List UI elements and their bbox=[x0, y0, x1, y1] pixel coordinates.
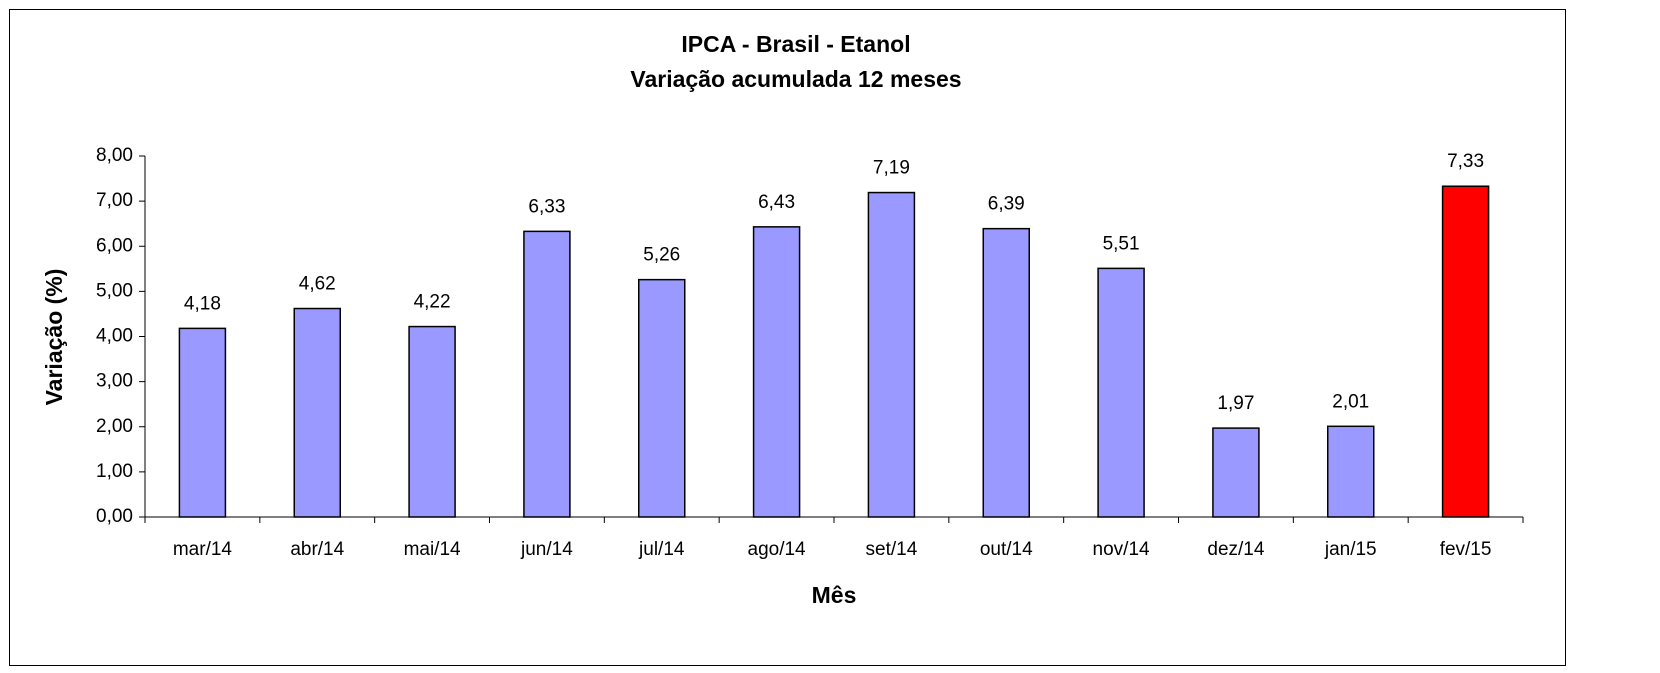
x-tick-label: abr/14 bbox=[290, 539, 344, 560]
x-tick-label: mar/14 bbox=[173, 539, 233, 560]
value-label: 7,33 bbox=[1447, 151, 1484, 172]
bar bbox=[293, 307, 341, 518]
x-tick-label: jul/14 bbox=[638, 539, 685, 560]
x-tick-label: fev/15 bbox=[1440, 539, 1492, 560]
chart-subtitle: Variação acumulada 12 meses bbox=[630, 66, 961, 92]
value-label: 6,33 bbox=[528, 196, 565, 217]
bar bbox=[178, 327, 227, 518]
x-tick-label: nov/14 bbox=[1093, 539, 1150, 560]
value-label: 6,43 bbox=[758, 192, 795, 213]
value-label: 4,62 bbox=[299, 274, 336, 295]
bar bbox=[523, 230, 571, 518]
bar bbox=[408, 325, 456, 518]
y-tick-label: 8,00 bbox=[96, 145, 133, 166]
value-label: 5,26 bbox=[643, 245, 680, 266]
y-tick-label: 6,00 bbox=[96, 235, 133, 256]
value-label: 1,97 bbox=[1217, 393, 1254, 414]
value-label: 4,18 bbox=[184, 293, 221, 314]
x-axis-title: Mês bbox=[812, 582, 857, 608]
y-tick-label: 5,00 bbox=[96, 280, 133, 301]
value-label: 7,19 bbox=[873, 158, 910, 179]
bar bbox=[1212, 427, 1260, 518]
value-label: 2,01 bbox=[1332, 391, 1369, 412]
bar bbox=[867, 191, 916, 518]
x-tick-label: out/14 bbox=[980, 539, 1033, 560]
x-tick-label: set/14 bbox=[866, 539, 918, 560]
x-tick-label: mai/14 bbox=[404, 539, 461, 560]
bar bbox=[1441, 185, 1490, 518]
y-tick-label: 0,00 bbox=[96, 506, 133, 527]
x-tick-label: jun/14 bbox=[520, 539, 573, 560]
bar bbox=[1327, 425, 1375, 518]
value-label: 4,22 bbox=[414, 292, 451, 313]
bar bbox=[752, 226, 801, 518]
value-label: 6,39 bbox=[988, 194, 1025, 215]
y-tick-label: 2,00 bbox=[96, 416, 133, 437]
bar bbox=[638, 278, 686, 518]
x-tick-label: jan/15 bbox=[1324, 539, 1377, 560]
x-tick-label: dez/14 bbox=[1207, 539, 1264, 560]
value-label: 5,51 bbox=[1103, 233, 1140, 254]
y-tick-label: 3,00 bbox=[96, 371, 133, 392]
y-tick-label: 1,00 bbox=[96, 461, 133, 482]
chart-title: IPCA - Brasil - Etanol bbox=[681, 31, 910, 57]
bar bbox=[1097, 267, 1145, 518]
y-axis-title: Variação (%) bbox=[41, 269, 67, 406]
bar bbox=[982, 227, 1030, 518]
y-tick-label: 4,00 bbox=[96, 326, 133, 347]
y-tick-label: 7,00 bbox=[96, 190, 133, 211]
x-tick-label: ago/14 bbox=[748, 539, 807, 560]
